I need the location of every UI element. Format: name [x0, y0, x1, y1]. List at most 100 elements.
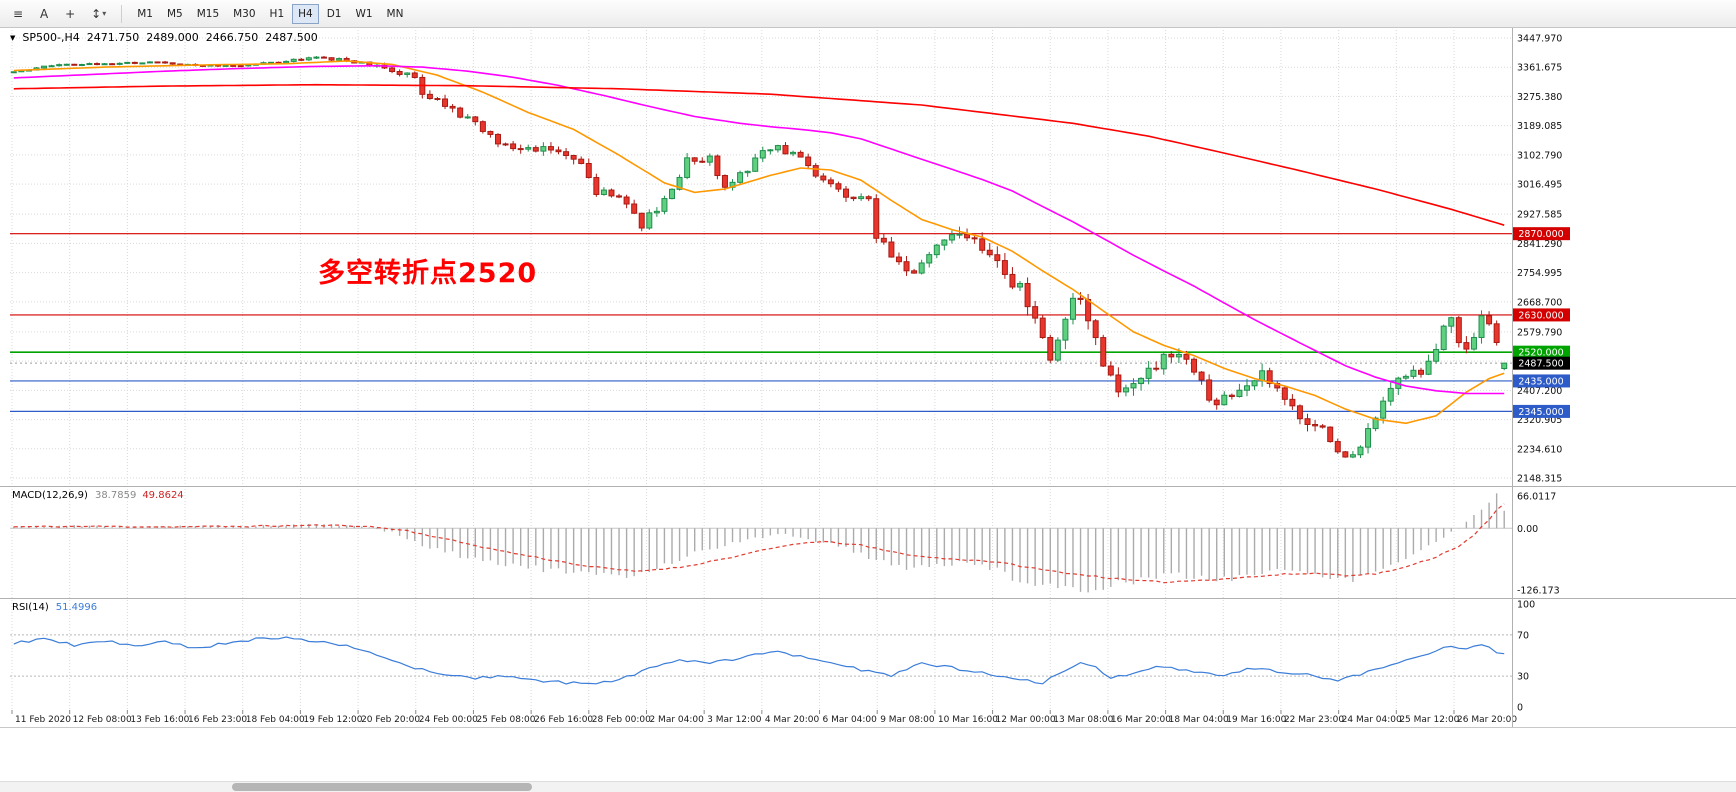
toolbar-separator: [121, 4, 123, 23]
svg-text:100: 100: [1517, 600, 1535, 611]
svg-text:18 Mar 04:00: 18 Mar 04:00: [1169, 715, 1229, 725]
quote-high: 2489.000: [146, 31, 199, 44]
svg-text:12 Mar 00:00: 12 Mar 00:00: [996, 715, 1056, 725]
svg-text:11 Feb 2020: 11 Feb 2020: [15, 715, 71, 725]
level-label-2345.000[interactable]: 2345.000: [1512, 404, 1570, 418]
dropdown-caret-icon: ▾: [102, 9, 107, 18]
level-price-labels: 2870.000 2630.000 2520.000 2435.000 2345.000…: [1512, 227, 1570, 418]
quote-open: 2471.750: [86, 31, 140, 44]
price-axis[interactable]: 3447.970 3361.675 3275.380 3189.085 3102.790…: [1517, 34, 1562, 714]
svg-text:70: 70: [1517, 630, 1529, 641]
svg-text:66.0117: 66.0117: [1517, 492, 1556, 503]
level-label-2520.000[interactable]: 2520.000: [1512, 345, 1570, 359]
svg-text:20 Feb 20:00: 20 Feb 20:00: [361, 715, 420, 725]
svg-text:3102.790: 3102.790: [1517, 150, 1562, 161]
current-price-label[interactable]: 2487.500: [1512, 356, 1570, 370]
text-tool-icon[interactable]: A: [32, 3, 56, 25]
svg-text:4 Mar 20:00: 4 Mar 20:00: [765, 715, 820, 725]
svg-text:2320.905: 2320.905: [1517, 415, 1562, 426]
ma-slow-line: [13, 83, 1505, 226]
rsi-label: RSI(14) 51.4996: [12, 602, 97, 613]
timeframe-m30[interactable]: M30: [227, 4, 261, 24]
svg-text:-126.173: -126.173: [1517, 586, 1560, 597]
svg-text:2435.000: 2435.000: [1518, 376, 1563, 387]
macd-signal-value: 49.8624: [142, 490, 184, 501]
svg-text:2407.200: 2407.200: [1517, 386, 1562, 397]
macd-label: MACD(12,26,9) 38.7859 49.8624: [12, 490, 184, 501]
svg-text:2870.000: 2870.000: [1518, 229, 1563, 240]
horizontal-level-lines: [10, 233, 1512, 413]
level-label-2870.000[interactable]: 2870.000: [1512, 227, 1570, 241]
svg-text:2579.790: 2579.790: [1517, 327, 1562, 338]
svg-text:10 Mar 16:00: 10 Mar 16:00: [938, 715, 998, 725]
timeframe-h4[interactable]: H4: [292, 3, 319, 24]
svg-text:26 Feb 16:00: 26 Feb 16:00: [534, 715, 593, 725]
toolbar: ≡ A + ↕ ▾ M1 M5 M15 M30 H1 H4 D1 W1 MN: [0, 0, 1736, 28]
svg-text:2345.000: 2345.000: [1518, 407, 1563, 418]
symbol-timeframe: SP500-,H4: [22, 31, 80, 44]
macd-name: MACD(12,26,9): [12, 490, 88, 501]
svg-text:3016.495: 3016.495: [1517, 180, 1562, 191]
svg-text:28 Feb 00:00: 28 Feb 00:00: [592, 715, 651, 725]
svg-text:12 Feb 08:00: 12 Feb 08:00: [73, 715, 132, 725]
svg-text:2520.000: 2520.000: [1518, 348, 1563, 359]
svg-text:24 Feb 00:00: 24 Feb 00:00: [419, 715, 478, 725]
svg-text:2148.315: 2148.315: [1517, 474, 1562, 485]
svg-text:0.00: 0.00: [1517, 524, 1538, 535]
level-label-2435.000[interactable]: 2435.000: [1512, 374, 1570, 388]
svg-text:2487.500: 2487.500: [1518, 359, 1563, 370]
timeframe-group: M1 M5 M15 M30 H1 H4 D1 W1 MN: [130, 3, 410, 24]
ma-medium-line: [13, 65, 1505, 395]
svg-text:3189.085: 3189.085: [1517, 121, 1562, 132]
svg-text:3447.970: 3447.970: [1517, 34, 1562, 45]
ma-fast-line: [13, 60, 1505, 425]
timeframe-d1[interactable]: D1: [321, 4, 348, 24]
annotation-text: 多空转折点2520: [318, 258, 538, 289]
svg-text:22 Mar 23:00: 22 Mar 23:00: [1284, 715, 1344, 725]
timeframe-h1[interactable]: H1: [264, 4, 291, 24]
svg-text:3361.675: 3361.675: [1517, 63, 1562, 74]
svg-text:16 Feb 23:00: 16 Feb 23:00: [188, 715, 247, 725]
svg-text:16 Mar 20:00: 16 Mar 20:00: [1111, 715, 1171, 725]
arrows-tool-dropdown[interactable]: ↕ ▾: [84, 3, 113, 25]
timeframe-m5[interactable]: M5: [161, 4, 189, 24]
rsi-name: RSI(14): [12, 602, 49, 613]
svg-text:2841.290: 2841.290: [1517, 239, 1562, 250]
horizontal-scrollbar[interactable]: [0, 781, 1736, 792]
svg-text:25 Mar 12:00: 25 Mar 12:00: [1399, 715, 1459, 725]
svg-text:2927.585: 2927.585: [1517, 210, 1562, 221]
svg-text:19 Feb 12:00: 19 Feb 12:00: [303, 715, 362, 725]
svg-text:19 Mar 16:00: 19 Mar 16:00: [1226, 715, 1286, 725]
svg-text:13 Feb 16:00: 13 Feb 16:00: [130, 715, 189, 725]
scrollbar-thumb[interactable]: [232, 783, 532, 791]
panel-frame: [0, 28, 1736, 728]
svg-text:2630.000: 2630.000: [1518, 310, 1563, 321]
svg-text:0: 0: [1517, 703, 1523, 714]
crosshair-tool-icon[interactable]: +: [58, 3, 82, 25]
svg-text:30: 30: [1517, 672, 1529, 683]
macd-histogram: [13, 493, 1505, 593]
svg-text:6 Mar 04:00: 6 Mar 04:00: [823, 715, 878, 725]
svg-text:25 Feb 08:00: 25 Feb 08:00: [476, 715, 535, 725]
svg-text:2 Mar 04:00: 2 Mar 04:00: [649, 715, 704, 725]
svg-text:26 Mar 20:00: 26 Mar 20:00: [1457, 715, 1517, 725]
svg-text:2234.610: 2234.610: [1517, 444, 1562, 455]
svg-text:2668.700: 2668.700: [1517, 297, 1562, 308]
svg-text:24 Mar 04:00: 24 Mar 04:00: [1342, 715, 1402, 725]
svg-text:2754.995: 2754.995: [1517, 268, 1562, 279]
rsi-value: 51.4996: [55, 602, 98, 613]
quote-close: 2487.500: [265, 31, 318, 44]
gridlines: [10, 30, 1512, 710]
svg-text:9 Mar 08:00: 9 Mar 08:00: [880, 715, 935, 725]
quote-expander-icon[interactable]: ▼: [10, 33, 16, 42]
timeframe-m1[interactable]: M1: [131, 4, 159, 24]
timeframe-mn[interactable]: MN: [381, 4, 410, 24]
candlestick-series: [10, 55, 1508, 459]
timeframe-m15[interactable]: M15: [191, 4, 225, 24]
menu-icon[interactable]: ≡: [6, 3, 30, 25]
macd-signal-line: [13, 503, 1505, 584]
level-label-2630.000[interactable]: 2630.000: [1512, 308, 1570, 322]
timeframe-w1[interactable]: W1: [349, 4, 378, 24]
